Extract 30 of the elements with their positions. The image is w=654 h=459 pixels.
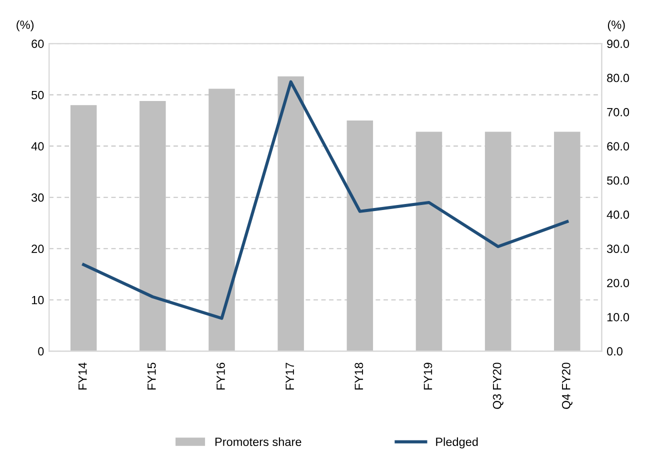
y2-tick-label: 60.0 bbox=[607, 142, 630, 151]
y2-tick-label: 20.0 bbox=[607, 278, 630, 288]
y-tick-label: 40 bbox=[31, 142, 44, 151]
y-tick-label: 0 bbox=[38, 347, 44, 356]
y-tick-label: 20 bbox=[32, 244, 44, 254]
x-tick-label: Q3 FY20 bbox=[492, 362, 504, 409]
y-axis-title: (%) bbox=[16, 20, 34, 32]
y2-tick-label: 50.0 bbox=[607, 176, 630, 185]
y2-tick-label: 90.0 bbox=[607, 40, 630, 48]
y2-tick-label: 40.0 bbox=[606, 210, 630, 219]
x-tick-label: FY15 bbox=[148, 362, 156, 390]
y-tick-label: 60 bbox=[32, 40, 44, 48]
x-tick-label: Q4 FY20 bbox=[562, 362, 572, 409]
y2-tick-label: 70.0 bbox=[607, 108, 630, 116]
x-tick-label: FY19 bbox=[424, 362, 432, 390]
y-tick-label: 50 bbox=[32, 90, 44, 100]
y2-tick-label: 10.0 bbox=[607, 313, 630, 322]
legend-label: Pledged bbox=[436, 437, 478, 448]
y2-axis-title: (%) bbox=[608, 20, 625, 32]
y-tick-label: 30 bbox=[32, 193, 44, 202]
y2-tick-label: 0.0 bbox=[607, 347, 622, 356]
x-tick-label: FY16 bbox=[216, 362, 225, 390]
line-series bbox=[82, 80, 569, 320]
x-tick-label: FY17 bbox=[286, 362, 294, 390]
legend-label: Promoters share bbox=[215, 437, 302, 446]
y2-tick-label: 30.0 bbox=[606, 244, 630, 254]
x-tick-label: FY18 bbox=[354, 362, 364, 390]
y-tick-label: 10 bbox=[32, 296, 44, 304]
x-tick-label: FY14 bbox=[78, 362, 87, 390]
y2-tick-label: 80.0 bbox=[607, 74, 630, 82]
